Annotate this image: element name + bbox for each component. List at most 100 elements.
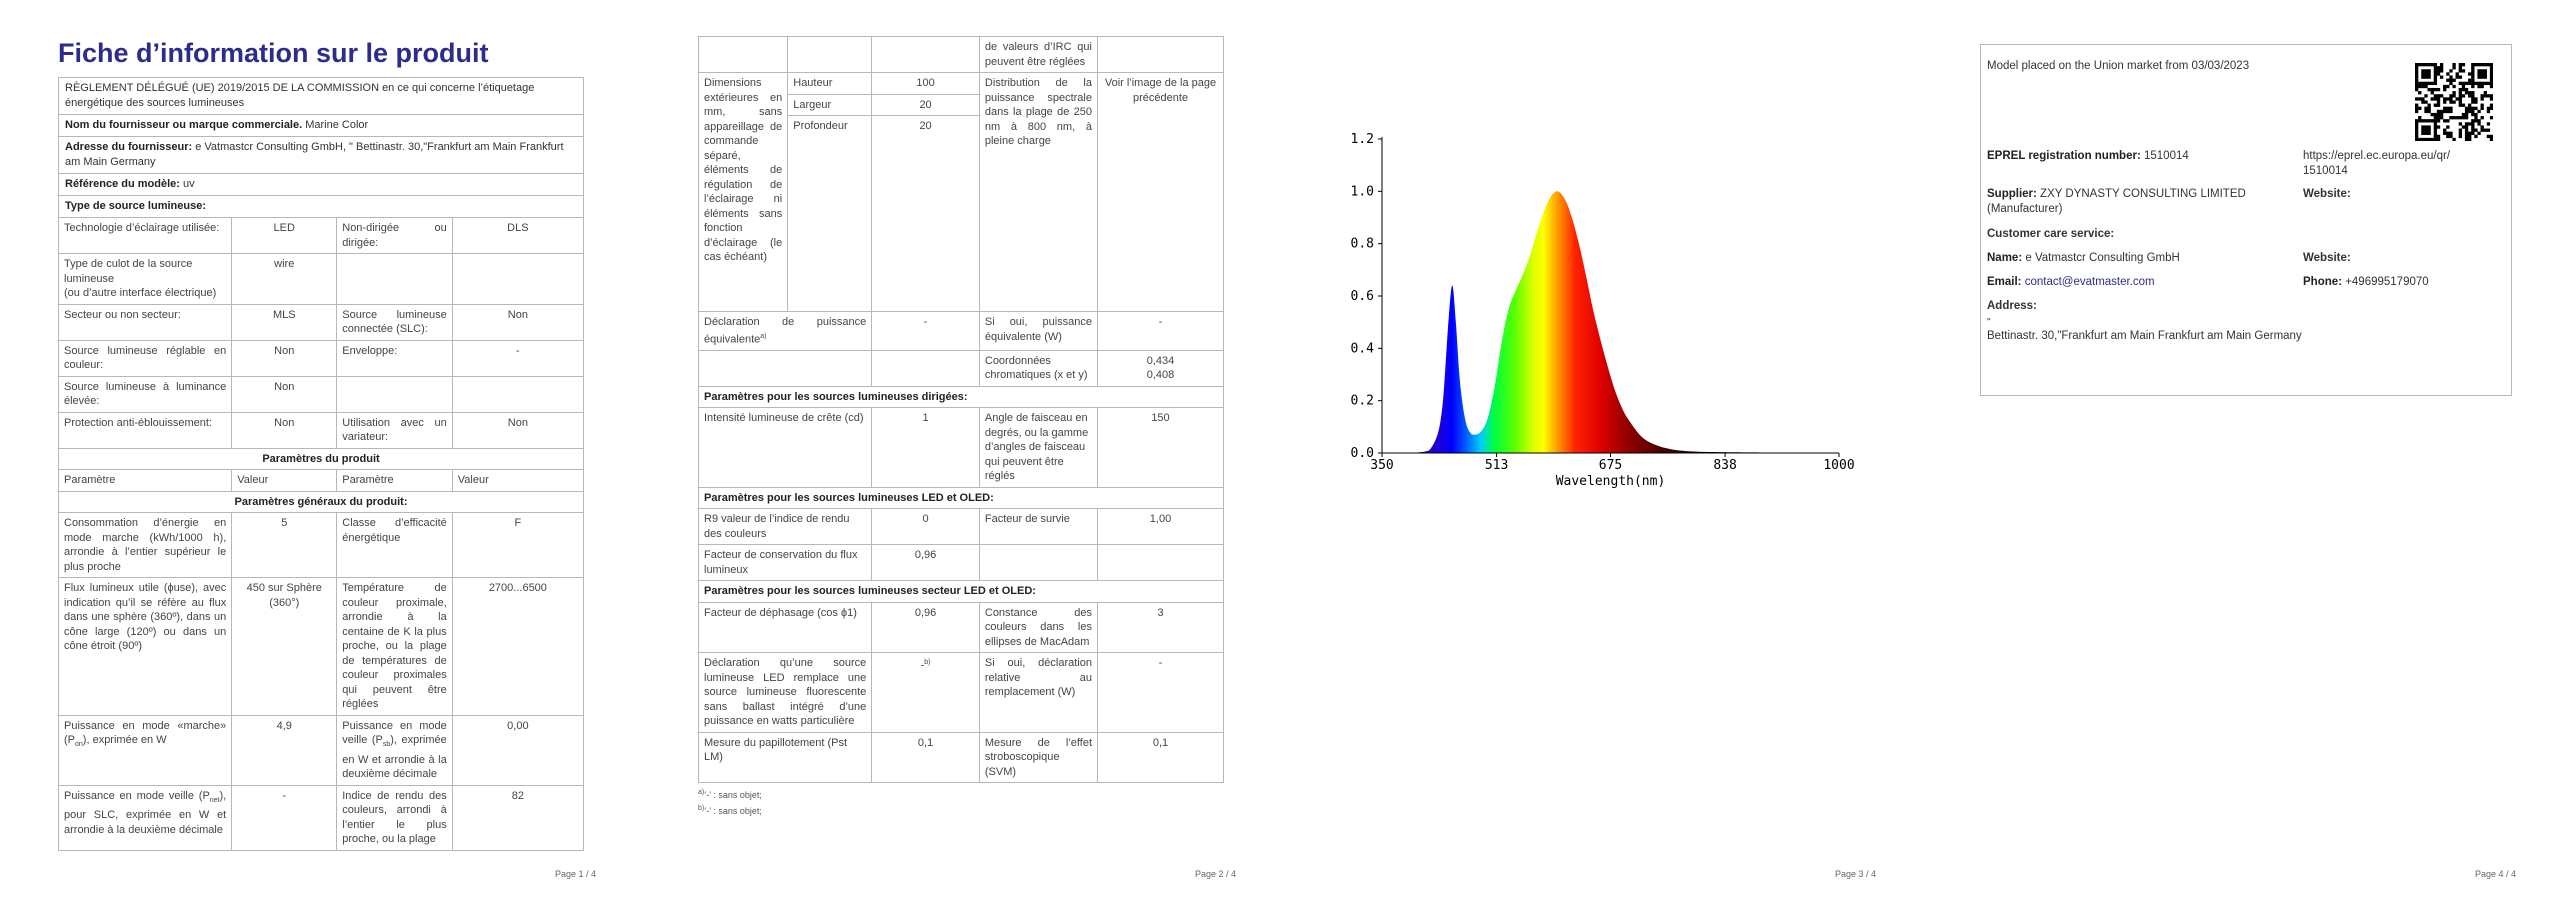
cell-text: Puissance en mode «marche» (P — [64, 719, 227, 747]
address-label: Address: — [1987, 300, 2037, 312]
table-cell: Mesure du papillotement (Pst LM) — [697, 731, 873, 784]
table-cell: wire — [231, 253, 338, 305]
y-tick-label: 0.6 — [1351, 289, 1374, 304]
table-cell: Intensité lumineuse de crête (cd) — [697, 407, 873, 488]
table-row: Puissance en mode «marche» (Pon), exprim… — [57, 714, 585, 786]
table-cell: 1,00 — [1097, 508, 1224, 546]
table-row: Technologie d’éclairage utilisée: LED No… — [57, 217, 585, 254]
table-row: Source lumineuse à luminance élevée: Non — [57, 375, 585, 413]
footnote-ref: a) — [760, 332, 767, 340]
email-row: Email: contact@evatmaster.com — [1987, 275, 2155, 290]
y-tick-label: 0.2 — [1351, 394, 1374, 409]
supplier-row: Nom du fournisseur ou marque commerciale… — [59, 115, 583, 137]
table-cell: - — [1097, 652, 1224, 733]
table-cell: Si oui, puissance équivalente (W) — [978, 311, 1099, 351]
supplier-value: ZXY DYNASTY CONSULTING LIMITED (Manufact… — [1987, 188, 2246, 215]
subscript: on — [75, 741, 83, 749]
source-type-label: Type de source lumineuse: — [65, 200, 207, 212]
footnote-text: ‘-’ : sans objet; — [704, 806, 762, 817]
footnote-ref: b) — [924, 659, 931, 667]
table-cell: 4,9 — [231, 714, 338, 786]
email-link[interactable]: contact@evatmaster.com — [2024, 276, 2155, 288]
name-value: e Vatmastcr Consulting GmbH — [2025, 252, 2180, 264]
table-cell: 20 — [871, 93, 980, 116]
spd-value: Voir l’image de la page précédente — [1097, 72, 1224, 312]
qr-code-icon — [2415, 63, 2493, 141]
cell-text: ), pour SLC, exprimée en W et arrondie à… — [64, 789, 227, 836]
y-tick-label: 0.8 — [1351, 237, 1374, 252]
spectrum-area — [1382, 191, 1839, 454]
table-cell — [871, 349, 980, 387]
table-cell: Non — [451, 411, 585, 449]
supplier-label: Nom du fournisseur ou marque commerciale… — [65, 119, 303, 131]
page-number: Page 4 / 4 — [2474, 869, 2516, 879]
footnote-b: b)‘-’ : sans objet; — [698, 802, 1224, 818]
table-cell: Type de culot de la source lumineuse (ou… — [57, 253, 233, 305]
table-cell: Source lumineuse connectée (SLC): — [336, 303, 453, 341]
table-row: Puissance en mode veille (Pnet), pour SL… — [57, 784, 585, 851]
chroma-x: 0,434 — [1146, 354, 1175, 367]
x-axis-label: Wavelength(nm) — [1556, 474, 1666, 489]
x-tick-label: 675 — [1599, 458, 1622, 473]
cell-text: Puissance en mode veille (P — [64, 789, 210, 802]
column-header: Paramètre — [336, 469, 453, 492]
cell-text: Déclaration de puissance équivalente — [704, 316, 867, 346]
table-row: de valeurs d’IRC qui peuvent être réglée… — [697, 36, 1224, 73]
table-cell: Puissance en mode veille (Psb), exprimée… — [336, 714, 453, 786]
table-cell: 1 — [871, 407, 980, 488]
table-cell: Hauteur — [787, 72, 873, 95]
table-cell: Puissance en mode veille (Pnet), pour SL… — [57, 784, 233, 851]
table-row: Coordonnées chromatiques (x et y) 0,434 0… — [697, 349, 1224, 387]
x-tick-label: 513 — [1485, 458, 1508, 473]
table-row: Type de culot de la source lumineuse (ou… — [57, 253, 585, 305]
table-cell: 2700...6500 — [451, 577, 585, 716]
table-row: Protection anti-éblouissement: Non Utili… — [57, 411, 585, 449]
source-type-table: Technologie d’éclairage utilisée: LED No… — [57, 217, 585, 851]
table-cell: Constance des couleurs dans les ellipses… — [978, 601, 1099, 654]
table-cell: 0,96 — [871, 544, 980, 582]
table-cell: Indice de rendu des couleurs, arrondi à … — [336, 784, 453, 851]
table-cell: Utilisation avec un variateur: — [336, 411, 453, 449]
table-cell: Consommation d’énergie en mode marche (k… — [57, 512, 233, 578]
table-cell: MLS — [231, 303, 338, 341]
page-number: Page 1 / 4 — [554, 869, 596, 879]
table-cell: Source lumineuse réglable en couleur: — [57, 339, 233, 377]
x-tick-label: 1000 — [1823, 458, 1854, 473]
table-cell: R9 valeur de l’indice de rendu des coule… — [697, 508, 873, 546]
page-2: de valeurs d’IRC qui peuvent être réglée… — [640, 0, 1280, 905]
dimensions-label: Dimensions extérieures en mm, sans appar… — [697, 72, 789, 312]
column-header: Valeur — [451, 469, 585, 492]
page-3: 350 513 675 838 1000 0.0 0.2 0.4 0.6 0.8 1.0 1.2 Wav… — [1280, 0, 1920, 905]
table-row: Profondeur 20 — [699, 115, 1224, 312]
table-row: Mesure du papillotement (Pst LM) 0,1 Mes… — [697, 731, 1224, 784]
table-cell — [871, 36, 980, 73]
supplier-block: RÈGLEMENT DÉLÉGUÉ (UE) 2019/2015 DE LA C… — [58, 77, 584, 218]
table-cell: Secteur ou non secteur: — [57, 303, 233, 341]
supplier-row: Supplier: ZXY DYNASTY CONSULTING LIMITED… — [1987, 187, 2287, 217]
eprel-row: EPREL registration number: 1510014 — [1987, 149, 2189, 164]
table-cell: 5 — [231, 512, 338, 578]
phone-value: +496995179070 — [2345, 276, 2429, 288]
table-cell: Non — [231, 411, 338, 449]
table-cell: 0,434 0,408 — [1097, 349, 1224, 387]
eprel-link[interactable]: https://eprel.ec.europa.eu/qr/1510014 — [2303, 150, 2451, 177]
footnote-marker: a) — [698, 789, 705, 797]
table-cell: Coordonnées chromatiques (x et y) — [978, 349, 1099, 387]
table-cell: LED — [231, 217, 338, 254]
subscript: net — [209, 796, 220, 804]
table-cell: Angle de faisceau en degrés, ou la gamme… — [978, 407, 1099, 488]
table-row: Flux lumineux utile (ɸuse), avec indicat… — [57, 577, 585, 716]
table-cell: Non — [451, 303, 585, 341]
table-row: Déclaration qu’une source lumineuse LED … — [697, 652, 1224, 733]
name-row: Name: e Vatmastcr Consulting GmbH — [1987, 251, 2180, 266]
regulation-text: RÈGLEMENT DÉLÉGUÉ (UE) 2019/2015 DE LA C… — [59, 78, 583, 115]
table-cell: Protection anti-éblouissement: — [57, 411, 233, 449]
column-header: Paramètre — [57, 469, 233, 492]
spd-label: Distribution de la puissance spectrale d… — [978, 72, 1099, 312]
section-heading: Paramètres pour les sources lumineuses d… — [698, 385, 1224, 409]
customer-care-label: Customer care service: — [1987, 228, 2115, 240]
footnote-a: a)‘-’ : sans objet; — [698, 786, 1224, 802]
table-cell — [1097, 36, 1224, 73]
table-cell: 0 — [871, 508, 980, 546]
table-cell: F — [451, 512, 585, 578]
